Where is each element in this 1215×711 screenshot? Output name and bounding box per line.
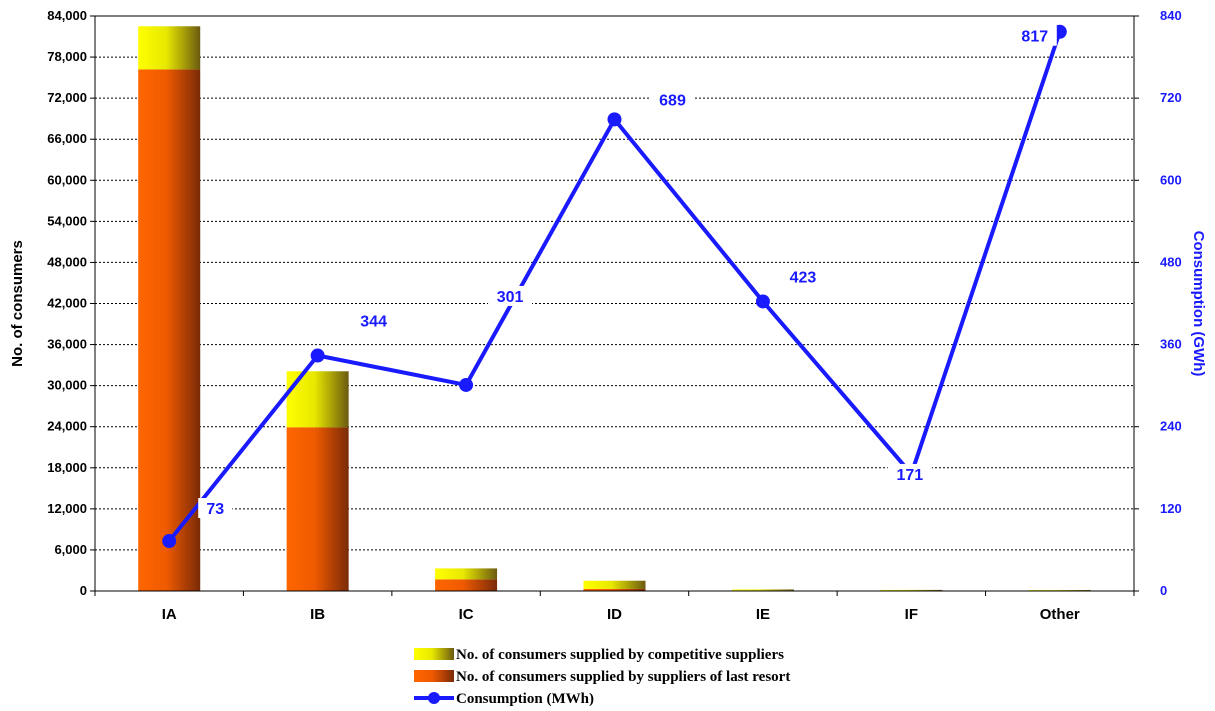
data-label-other: 817 xyxy=(1021,29,1048,46)
legend: No. of consumers supplied by competitive… xyxy=(414,647,790,707)
category-label: IF xyxy=(905,606,918,623)
right-tick-label: 120 xyxy=(1160,501,1182,516)
bar-competitive-ie xyxy=(731,589,794,591)
bar-competitive-id xyxy=(583,580,646,589)
data-label-id: 689 xyxy=(659,92,686,109)
legend-label: Consumption (MWh) xyxy=(456,691,594,707)
data-label-background xyxy=(887,463,932,484)
legend-label: No. of consumers supplied by competitive… xyxy=(456,647,784,663)
left-tick-label: 6,000 xyxy=(54,542,87,557)
right-tick-label: 480 xyxy=(1160,254,1182,269)
legend-swatch xyxy=(414,670,454,682)
left-tick-label: 54,000 xyxy=(47,213,87,228)
left-tick-label: 0 xyxy=(80,583,87,598)
category-label: IA xyxy=(162,606,177,623)
consumption-point-ie xyxy=(755,294,770,309)
legend-swatch xyxy=(414,648,454,660)
right-axis-title: Consumption (GWh) xyxy=(1190,231,1207,377)
consumption-point-id xyxy=(607,112,622,127)
consumption-point-ib xyxy=(310,348,325,363)
data-label-background xyxy=(650,89,695,110)
category-label: Other xyxy=(1040,606,1080,623)
left-tick-label: 36,000 xyxy=(47,337,87,352)
axes xyxy=(90,15,1139,596)
bar-last-resort-id xyxy=(583,588,646,591)
bar-competitive-if xyxy=(880,589,943,591)
bar-last-resort-ia xyxy=(138,69,201,591)
left-tick-label: 60,000 xyxy=(47,172,87,187)
consumption-point-ic xyxy=(459,377,474,392)
right-tick-label: 600 xyxy=(1160,172,1182,187)
left-tick-label: 84,000 xyxy=(47,8,87,23)
data-label-ib: 344 xyxy=(360,314,387,331)
left-tick-label: 66,000 xyxy=(47,131,87,146)
bar-last-resort-ic xyxy=(435,579,498,591)
data-label-background xyxy=(351,310,396,331)
bar-competitive-ic xyxy=(435,568,498,580)
data-label-background xyxy=(1012,25,1057,46)
bar-competitive-ia xyxy=(138,26,201,70)
data-label-ie: 423 xyxy=(790,269,817,286)
right-tick-label: 0 xyxy=(1160,583,1167,598)
data-label-ic: 301 xyxy=(497,289,524,306)
bars xyxy=(138,26,1091,591)
labels: 0 6,000 12,000 18,000 24,000 30,000 36,000 42,0… xyxy=(9,8,1207,623)
legend-label: No. of consumers supplied by suppliers o… xyxy=(456,669,790,685)
left-tick-label: 24,000 xyxy=(47,419,87,434)
left-axis-title: No. of consumers xyxy=(9,240,26,367)
left-tick-label: 78,000 xyxy=(47,49,87,64)
right-tick-label: 720 xyxy=(1160,90,1182,105)
right-tick-label: 840 xyxy=(1160,8,1182,23)
left-tick-label: 12,000 xyxy=(47,501,87,516)
right-tick-label: 360 xyxy=(1160,337,1182,352)
left-tick-label: 30,000 xyxy=(47,378,87,393)
left-tick-label: 18,000 xyxy=(47,460,87,475)
category-label: IB xyxy=(310,606,325,623)
category-label: IE xyxy=(756,606,770,623)
data-label-ia: 73 xyxy=(206,501,224,518)
right-tick-label: 240 xyxy=(1160,419,1182,434)
bar-last-resort-ib xyxy=(286,427,349,591)
data-label-if: 171 xyxy=(897,467,924,484)
data-label-background xyxy=(488,285,533,306)
bar-competitive-other xyxy=(1028,590,1091,591)
consumption-point-ia xyxy=(162,534,177,549)
left-tick-label: 42,000 xyxy=(47,296,87,311)
data-label-background xyxy=(780,266,825,287)
category-label: IC xyxy=(459,606,474,623)
gridlines xyxy=(95,15,1134,551)
legend-marker xyxy=(428,692,440,704)
data-label-background xyxy=(198,498,233,519)
left-tick-label: 48,000 xyxy=(47,254,87,269)
left-tick-label: 72,000 xyxy=(47,90,87,105)
category-label: ID xyxy=(607,606,622,623)
